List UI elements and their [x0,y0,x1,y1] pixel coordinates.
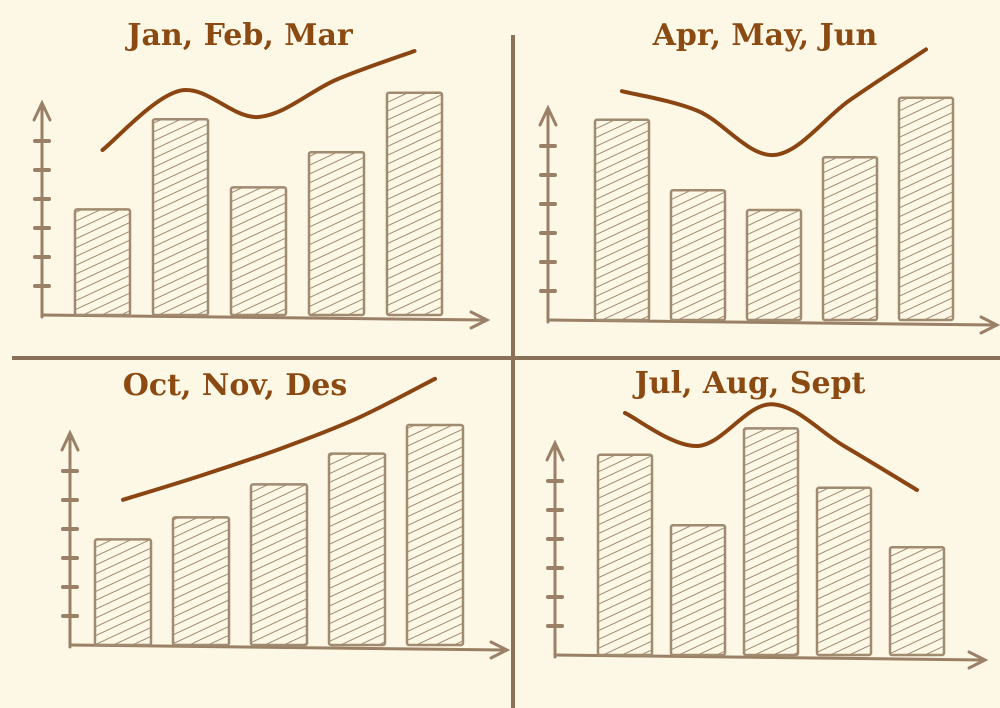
bar [93,538,153,647]
bar [385,91,444,317]
chart-title: Jan, Feb, Mar [124,18,354,53]
trend-line [620,47,928,158]
bar [669,523,727,657]
bar [821,155,879,322]
bar [171,516,231,647]
chart-title: Jul, Aug, Sept [632,366,866,401]
panel: Jan, Feb, Mar [32,18,491,330]
bar [405,423,465,647]
bar [897,96,955,322]
bar [229,186,288,317]
trend-line [100,49,417,152]
bar [73,208,132,317]
chart-title: Oct, Nov, Des [123,368,347,403]
bar [151,117,210,317]
bar [596,453,654,657]
trend-line [623,402,919,492]
bar [888,545,946,657]
bar [249,483,309,647]
panel: Apr, May, Jun [538,18,1000,335]
bar [742,427,800,657]
bar [593,118,651,322]
bar [669,188,727,322]
bar [327,452,387,647]
chart-title: Apr, May, Jun [652,18,878,53]
bar [307,150,366,317]
bar [815,486,873,657]
trend-line [121,376,437,502]
panel: Oct, Nov, Des [60,368,511,660]
bar [745,208,803,322]
panel: Jul, Aug, Sept [545,366,989,670]
